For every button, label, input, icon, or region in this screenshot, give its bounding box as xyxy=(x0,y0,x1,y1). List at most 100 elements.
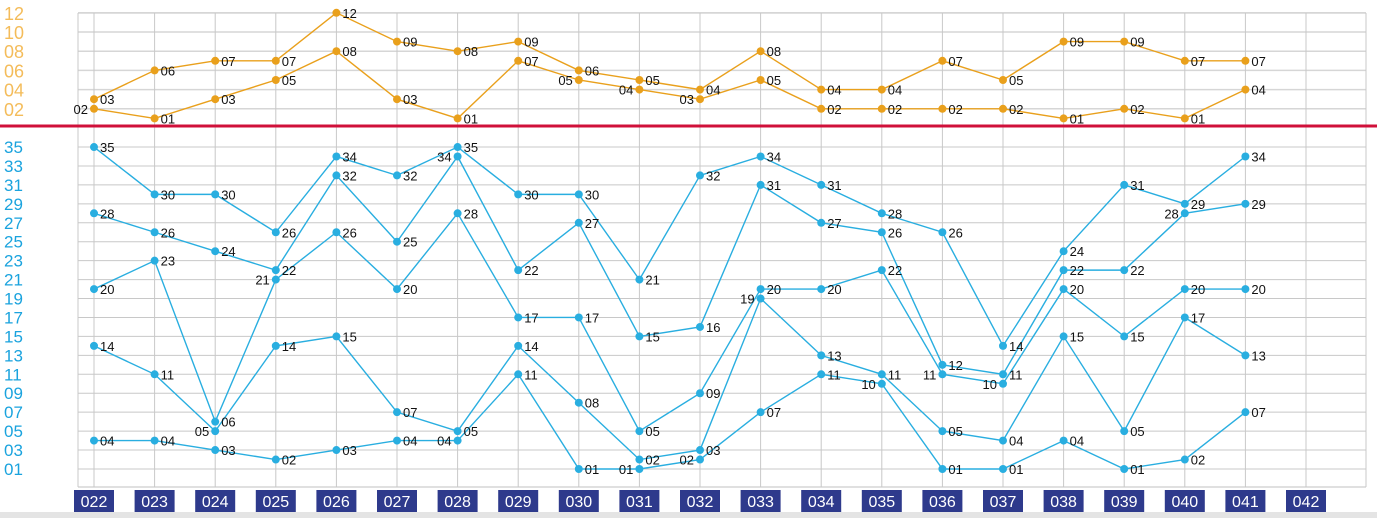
bottom-data-label: 30 xyxy=(524,187,538,202)
top-data-label: 05 xyxy=(558,73,572,88)
bottom-data-label: 22 xyxy=(888,263,902,278)
top-data-point xyxy=(90,95,98,104)
bottom-data-label: 26 xyxy=(948,225,962,240)
bottom-data-point xyxy=(999,436,1007,445)
bottom-data-point xyxy=(453,436,462,445)
bottom-data-point xyxy=(150,228,159,237)
issue-box xyxy=(558,490,599,512)
bottom-data-point xyxy=(1120,427,1129,436)
bottom-data-point xyxy=(211,427,220,436)
bottom-data-point xyxy=(817,351,826,360)
bottom-data-point xyxy=(1241,199,1250,208)
bottom-data-point xyxy=(90,285,98,294)
issue-box xyxy=(1043,490,1084,512)
y-tick-label: 23 xyxy=(4,252,23,271)
bottom-data-label: 20 xyxy=(403,282,417,297)
bottom-data-point xyxy=(938,427,947,436)
issue-box xyxy=(1104,490,1145,512)
bottom-data-label: 35 xyxy=(464,140,478,155)
bottom-data-point xyxy=(90,436,98,445)
top-data-label: 04 xyxy=(1251,83,1265,98)
bottom-data-label: 34 xyxy=(437,149,451,164)
bottom-data-label: 05 xyxy=(464,424,478,439)
bottom-data-label: 30 xyxy=(221,187,235,202)
bottom-data-label: 27 xyxy=(827,216,841,231)
issue-label: 033 xyxy=(747,494,774,511)
bottom-data-point xyxy=(514,341,523,350)
bottom-data-label: 24 xyxy=(1070,244,1084,259)
issue-box xyxy=(983,490,1023,512)
top-data-label: 07 xyxy=(1191,54,1205,69)
bottom-data-point xyxy=(817,180,826,189)
issue-label: 041 xyxy=(1232,494,1259,511)
top-data-label: 04 xyxy=(888,83,902,98)
bottom-data-point xyxy=(150,370,159,379)
bottom-data-label: 03 xyxy=(342,443,356,458)
bottom-data-point xyxy=(453,143,462,152)
bottom-data-label: 20 xyxy=(767,282,781,297)
issue-box xyxy=(134,490,175,512)
bottom-data-label: 15 xyxy=(1070,329,1084,344)
bottom-data-point xyxy=(332,446,341,455)
top-data-label: 09 xyxy=(1130,35,1144,50)
bottom-data-point xyxy=(1059,285,1068,294)
bottom-data-label: 02 xyxy=(282,453,296,468)
bottom-data-label: 21 xyxy=(255,273,269,288)
bottom-data-label: 22 xyxy=(282,263,296,278)
bottom-data-label: 11 xyxy=(827,367,841,382)
bottom-data-label: 28 xyxy=(888,206,902,221)
bottom-data-point xyxy=(1059,247,1068,256)
top-data-point xyxy=(817,104,826,113)
issue-box xyxy=(498,490,539,512)
top-data-label: 02 xyxy=(1009,102,1023,117)
issue-box xyxy=(195,490,236,512)
issue-box xyxy=(619,490,660,512)
bottom-data-label: 11 xyxy=(888,367,902,382)
bottom-data-label: 01 xyxy=(948,462,962,477)
bottom-data-point xyxy=(696,389,704,398)
bottom-data-point xyxy=(271,228,280,237)
bottom-data-point xyxy=(1059,436,1068,445)
y-tick-label: 06 xyxy=(4,61,24,81)
bottom-data-point xyxy=(999,379,1007,388)
top-data-point xyxy=(574,66,583,75)
bottom-data-label: 04 xyxy=(100,434,114,449)
issue-box xyxy=(861,490,902,512)
top-data-label: 07 xyxy=(948,54,962,69)
bottom-data-point xyxy=(574,465,583,473)
y-tick-label: 25 xyxy=(4,233,23,252)
y-tick-label: 17 xyxy=(4,308,23,327)
top-data-label: 09 xyxy=(403,35,417,50)
y-tick-label: 11 xyxy=(4,365,22,384)
y-tick-label: 09 xyxy=(4,384,23,403)
issue-label: 037 xyxy=(990,494,1017,511)
issue-label: 029 xyxy=(505,494,532,511)
bottom-data-point xyxy=(1241,285,1250,294)
bottom-data-point xyxy=(393,285,401,294)
bottom-data-label: 28 xyxy=(1164,206,1178,221)
bottom-data-label: 06 xyxy=(221,415,235,430)
bottom-data-label: 19 xyxy=(740,292,754,307)
top-data-point xyxy=(635,76,644,84)
bottom-data-label: 32 xyxy=(403,168,417,183)
top-data-point xyxy=(999,76,1007,84)
issue-box xyxy=(377,490,417,512)
issue-label: 024 xyxy=(202,494,229,511)
bottom-data-label: 34 xyxy=(767,149,781,164)
bottom-data-point xyxy=(696,322,704,331)
bottom-data-label: 05 xyxy=(195,424,209,439)
bottom-data-point xyxy=(1241,152,1250,161)
bottom-data-point xyxy=(696,446,704,455)
top-data-point xyxy=(1241,56,1250,65)
bottom-data-point xyxy=(938,228,947,237)
bottom-data-point xyxy=(1241,351,1250,360)
bottom-data-point xyxy=(393,171,401,180)
bottom-data-point xyxy=(453,209,462,218)
top-data-point xyxy=(1059,37,1068,46)
bottom-data-label: 13 xyxy=(827,348,841,363)
bottom-data-label: 20 xyxy=(1251,282,1265,297)
bottom-data-label: 26 xyxy=(342,225,356,240)
y-tick-label: 27 xyxy=(4,214,23,233)
issue-label: 030 xyxy=(565,494,592,511)
bottom-data-point xyxy=(635,427,644,436)
